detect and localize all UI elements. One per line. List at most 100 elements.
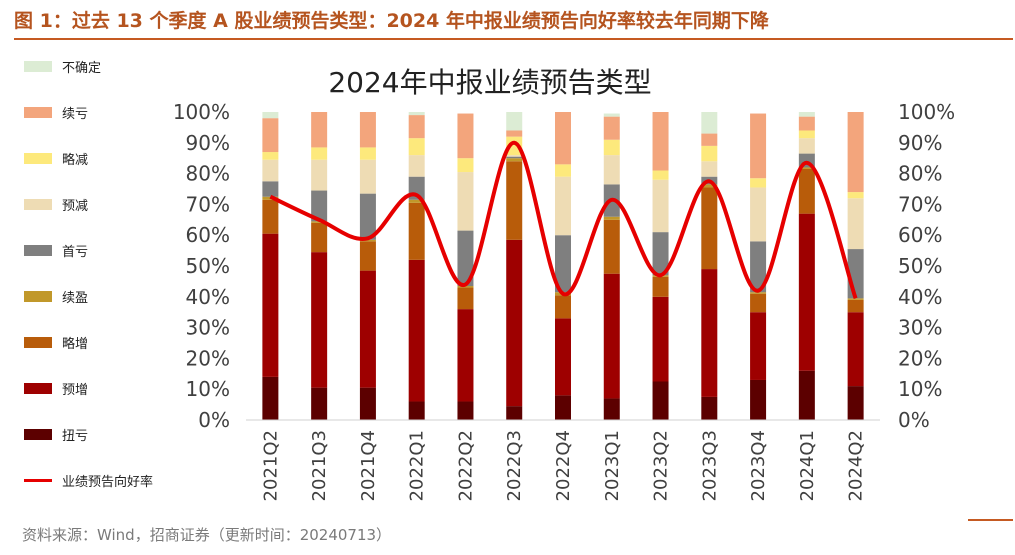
bar-segment xyxy=(603,219,620,274)
legend-label: 预减 xyxy=(62,198,89,214)
y-tick-label-right: 30% xyxy=(898,316,942,340)
bar-segment xyxy=(750,292,767,294)
bar-segment xyxy=(359,387,376,420)
bar-segment xyxy=(506,161,523,240)
x-tick-label: 2021Q2 xyxy=(260,430,281,501)
bar-segment xyxy=(457,113,474,159)
bar-segment xyxy=(359,239,376,242)
bar-segment xyxy=(701,184,718,188)
bar-segment xyxy=(701,269,718,397)
y-tick-label-right: 70% xyxy=(898,192,942,216)
y-tick-label-right: 50% xyxy=(898,254,942,278)
legend-label: 首亏 xyxy=(62,244,89,260)
legend-label: 预增 xyxy=(62,383,89,399)
bar-segment xyxy=(262,112,279,119)
bar-segment xyxy=(311,221,328,223)
y-tick-label-left: 30% xyxy=(186,316,230,340)
bar-segment xyxy=(506,156,523,159)
bar-segment xyxy=(847,192,864,199)
y-tick-label-right: 100% xyxy=(898,100,955,124)
bar-segment xyxy=(847,312,864,387)
legend-line-swatch xyxy=(24,479,52,483)
bar-segment xyxy=(652,179,669,233)
bar-segment xyxy=(408,138,425,156)
bar-segment xyxy=(847,298,864,300)
bar-segment xyxy=(798,130,815,139)
bar-segment xyxy=(408,155,425,177)
bar-segment xyxy=(555,164,571,177)
bar-segment xyxy=(603,155,620,185)
legend-item: 续盈 xyxy=(24,287,88,307)
bar-segment xyxy=(408,112,425,116)
legend-label: 不确定 xyxy=(62,60,102,76)
bar-segment xyxy=(603,216,620,220)
bar-segment xyxy=(262,181,279,197)
x-tick-label: 2023Q1 xyxy=(602,430,623,501)
y-tick-label-left: 50% xyxy=(186,254,230,278)
bar-segment xyxy=(359,193,376,240)
bar-segment xyxy=(847,112,864,193)
x-tick-label: 2022Q2 xyxy=(455,430,476,501)
x-tick-label: 2021Q4 xyxy=(358,430,379,501)
bar-segment xyxy=(359,241,376,271)
x-tick-label: 2021Q3 xyxy=(309,430,330,501)
legend-swatch xyxy=(24,291,52,302)
x-tick-label: 2024Q1 xyxy=(797,430,818,501)
bar-segment xyxy=(457,158,474,173)
bar-segment xyxy=(555,176,571,236)
legend-label: 续亏 xyxy=(62,106,89,122)
bar-segment xyxy=(652,381,669,420)
legend-label: 续盈 xyxy=(62,291,89,306)
source-note: 资料来源：Wind，招商证券（更新时间：20240713） xyxy=(22,526,392,544)
bar-segment xyxy=(311,147,328,160)
chart-title: 2024年中报业绩预告类型 xyxy=(328,66,651,99)
legend-label: 略减 xyxy=(62,152,89,168)
bar-segment xyxy=(750,178,767,188)
legend-swatch xyxy=(24,337,52,349)
y-tick-label-right: 80% xyxy=(898,162,942,186)
bar-segment xyxy=(359,147,376,160)
bar-segment xyxy=(798,168,815,214)
x-tick-label: 2024Q2 xyxy=(846,430,867,501)
y-tick-label-right: 60% xyxy=(898,223,942,247)
x-tick-label: 2022Q1 xyxy=(407,430,428,501)
bar-segment xyxy=(603,139,620,156)
bar-segment xyxy=(652,112,669,171)
y-tick-label-left: 60% xyxy=(186,223,230,247)
y-tick-label-right: 0% xyxy=(898,408,930,432)
bar-segment xyxy=(652,170,669,180)
bar-segment xyxy=(701,161,718,177)
bar-segment xyxy=(311,159,328,191)
bar-segment xyxy=(408,202,425,260)
y-tick-label-left: 80% xyxy=(186,162,230,186)
bar-segment xyxy=(262,233,279,377)
bar-segment xyxy=(506,130,523,137)
x-tick-label: 2023Q2 xyxy=(651,430,672,501)
x-tick-label: 2023Q4 xyxy=(748,430,769,501)
x-tick-label: 2023Q3 xyxy=(699,430,720,501)
bar-segment xyxy=(506,112,523,131)
bar-segment xyxy=(408,115,425,139)
series-line-haoxiang-rate xyxy=(269,140,858,300)
bar-segment xyxy=(750,379,767,420)
legend-item: 略减 xyxy=(24,148,88,168)
legend-item: 不确定 xyxy=(24,56,101,76)
bar-segment xyxy=(652,296,669,382)
bar-segment xyxy=(603,116,620,140)
bar-segment xyxy=(798,167,815,169)
bar-segment xyxy=(750,241,767,293)
bar-segment xyxy=(798,112,815,117)
bar-segment xyxy=(262,118,279,153)
bar-segment xyxy=(750,293,767,313)
bar-segment xyxy=(506,155,523,157)
figure-title: 图 1：过去 13 个季度 A 股业绩预告类型：2024 年中报业绩预告向好率较… xyxy=(14,10,769,32)
bar-segment xyxy=(652,232,669,276)
bar-segment xyxy=(555,235,571,293)
bar-segment xyxy=(262,159,279,182)
y-tick-label-left: 20% xyxy=(186,346,230,370)
bar-segment xyxy=(701,112,718,134)
legend-item: 续亏 xyxy=(24,102,88,122)
y-tick-label-left: 40% xyxy=(186,285,230,309)
bar-segment xyxy=(311,222,328,253)
